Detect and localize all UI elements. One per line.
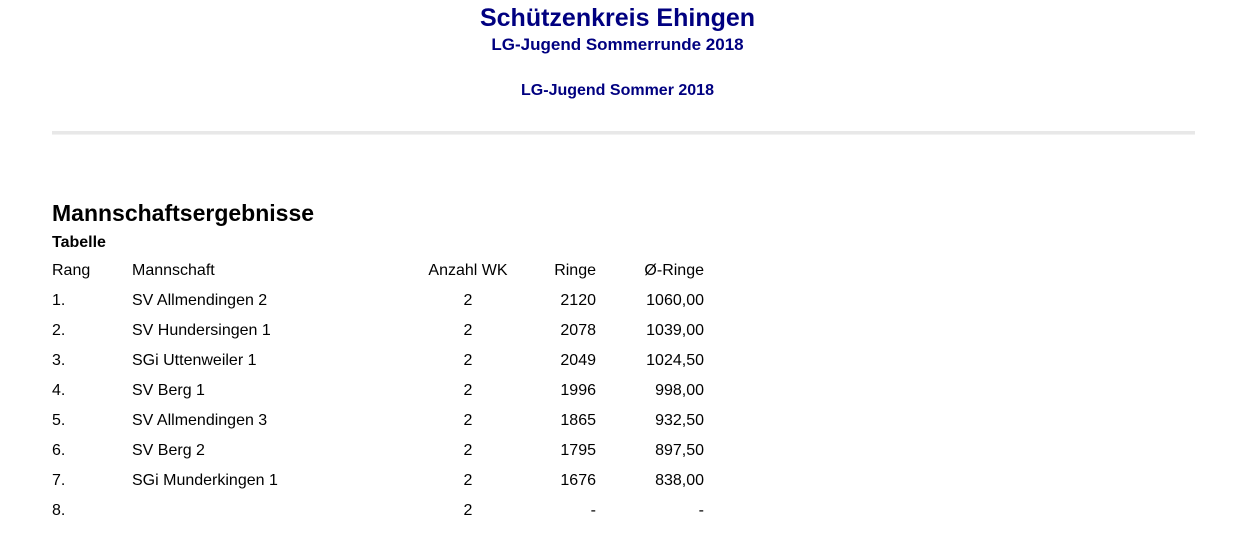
document-header: Schützenkreis Ehingen LG-Jugend Sommerru… <box>0 0 1235 101</box>
column-header-ringe: Ringe <box>554 262 596 279</box>
cell-team: SGi Munderkingen 1 <box>132 472 278 489</box>
cell-ringe: 2120 <box>560 292 596 309</box>
header-divider <box>52 131 1195 135</box>
cell-rang: 2. <box>52 322 66 339</box>
cell-ringe: 1676 <box>560 472 596 489</box>
cell-rang: 3. <box>52 352 66 369</box>
cell-wk: 2 <box>463 352 473 369</box>
cell-ringe: 1865 <box>560 412 596 429</box>
table-row: 3. SGi Uttenweiler 1 2 2049 1024,50 <box>52 346 704 376</box>
cell-wk: 2 <box>463 502 473 519</box>
cell-avg: 1060,00 <box>646 292 704 309</box>
section-title-team-results: Mannschaftsergebnisse <box>52 200 315 226</box>
page-subtitle: LG-Jugend Sommerrunde 2018 <box>491 35 744 54</box>
table-row: 8. 2 - - <box>52 496 704 526</box>
cell-ringe: 2049 <box>560 352 596 369</box>
table-header: Rang Mannschaft Anzahl WK Ringe Ø-Ringe <box>52 256 704 286</box>
cell-wk: 2 <box>463 382 473 399</box>
cell-rang: 1. <box>52 292 66 309</box>
table-caption: Tabelle <box>52 234 106 251</box>
column-header-durchschnitt-ringe: Ø-Ringe <box>644 262 704 279</box>
cell-ringe: 2078 <box>560 322 596 339</box>
team-results-table: Rang Mannschaft Anzahl WK Ringe Ø-Ringe … <box>52 256 704 526</box>
table-row: 7. SGi Munderkingen 1 2 1676 838,00 <box>52 466 704 496</box>
cell-team: SV Berg 1 <box>132 382 205 399</box>
page-title: Schützenkreis Ehingen <box>479 4 756 32</box>
cell-team: SV Berg 2 <box>132 442 205 459</box>
column-header-mannschaft: Mannschaft <box>132 262 215 279</box>
cell-team <box>132 496 416 526</box>
cell-ringe: - <box>590 502 596 519</box>
table-row: 1. SV Allmendingen 2 2 2120 1060,00 <box>52 286 704 316</box>
cell-wk: 2 <box>463 412 473 429</box>
cell-ringe: 1795 <box>560 442 596 459</box>
table-body: 1. SV Allmendingen 2 2 2120 1060,00 2. SV Hund… <box>52 286 704 526</box>
cell-team: SV Allmendingen 2 <box>132 292 268 309</box>
column-header-anzahl-wk: Anzahl WK <box>428 262 508 279</box>
cell-avg: 998,00 <box>655 382 704 399</box>
cell-avg: 838,00 <box>655 472 704 489</box>
table-row: 2. SV Hundersingen 1 2 2078 1039,00 <box>52 316 704 346</box>
cell-avg: 897,50 <box>655 442 704 459</box>
cell-avg: 932,50 <box>655 412 704 429</box>
column-header-rang: Rang <box>52 262 91 279</box>
cell-team: SV Hundersingen 1 <box>132 322 271 339</box>
competition-round-title: LG-Jugend Sommer 2018 <box>521 82 714 99</box>
table-header-row: Rang Mannschaft Anzahl WK Ringe Ø-Ringe <box>52 256 704 286</box>
table-row: 4. SV Berg 1 2 1996 998,00 <box>52 376 704 406</box>
cell-rang: 7. <box>52 472 66 489</box>
cell-rang: 8. <box>52 502 66 519</box>
table-row: 5. SV Allmendingen 3 2 1865 932,50 <box>52 406 704 436</box>
cell-wk: 2 <box>463 472 473 489</box>
cell-team: SGi Uttenweiler 1 <box>132 352 257 369</box>
main-content: Mannschaftsergebnisse Tabelle Rang Manns… <box>52 198 1202 526</box>
cell-avg: 1039,00 <box>646 322 704 339</box>
cell-rang: 5. <box>52 412 66 429</box>
cell-ringe: 1996 <box>560 382 596 399</box>
cell-wk: 2 <box>463 442 473 459</box>
cell-rang: 4. <box>52 382 66 399</box>
cell-wk: 2 <box>463 292 473 309</box>
cell-avg: - <box>698 502 704 519</box>
cell-rang: 6. <box>52 442 66 459</box>
cell-team: SV Allmendingen 3 <box>132 412 268 429</box>
cell-wk: 2 <box>463 322 473 339</box>
cell-avg: 1024,50 <box>646 352 704 369</box>
table-row: 6. SV Berg 2 2 1795 897,50 <box>52 436 704 466</box>
